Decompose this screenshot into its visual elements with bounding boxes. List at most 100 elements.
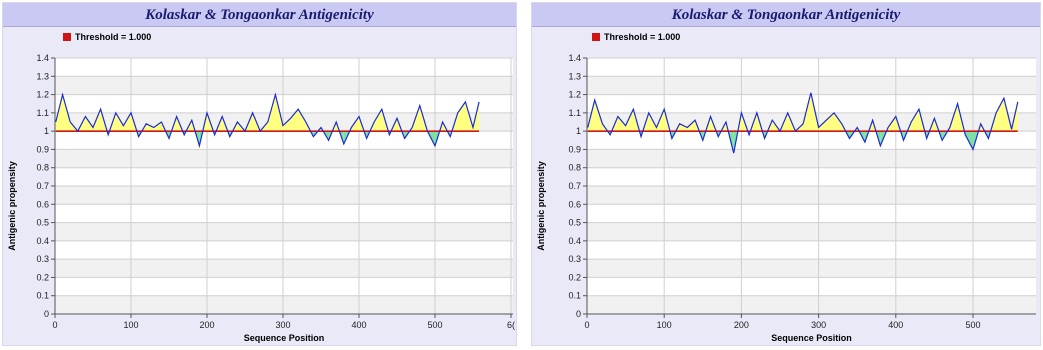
threshold-fill — [123, 112, 131, 132]
grid-band — [587, 149, 1036, 168]
threshold-fill — [886, 127, 889, 132]
y-tick-label: 1.1 — [568, 108, 581, 118]
y-tick-label: 1.2 — [568, 90, 581, 100]
threshold-fill — [826, 112, 835, 132]
chart-panel-1: Kolaskar & Tongaonkar Antigenicity Thres… — [2, 2, 517, 346]
threshold-fill — [762, 131, 765, 139]
threshold-fill — [70, 122, 78, 132]
threshold-fill — [747, 131, 750, 135]
threshold-fill — [290, 109, 299, 132]
grid-band — [587, 186, 1036, 205]
y-tick-label: 0.6 — [568, 199, 581, 209]
x-tick-label: 300 — [811, 320, 826, 330]
x-tick-label: 6( — [507, 320, 515, 330]
y-tick-label: 0.1 — [36, 291, 49, 301]
x-tick-label: 200 — [199, 320, 214, 330]
x-tick-label: 100 — [123, 320, 138, 330]
y-tick-label: 0.4 — [568, 236, 581, 246]
threshold-fill — [232, 122, 238, 132]
grid-band — [55, 186, 513, 205]
threshold-fill — [374, 109, 382, 132]
y-tick-label: 0.8 — [36, 163, 49, 173]
y-tick-label: 0.5 — [568, 218, 581, 228]
y-tick-label: 0.3 — [568, 254, 581, 264]
threshold-fill — [439, 122, 443, 132]
legend-swatch-2 — [592, 33, 600, 41]
y-tick-label: 0.1 — [568, 291, 581, 301]
grid-band — [55, 76, 513, 95]
grid-band — [587, 222, 1036, 241]
threshold-fill — [733, 131, 738, 154]
chart-body-1: Threshold = 1.000 0 0.1 0.2 0.3 0.4 0.5 0.6 0.7… — [3, 27, 516, 345]
y-tick-label: 1 — [576, 126, 581, 136]
chart-title-2: Kolaskar & Tongaonkar Antigenicity — [671, 7, 901, 23]
legend-1: Threshold = 1.000 — [63, 32, 151, 42]
y-tick-label: 0.4 — [36, 236, 49, 246]
y-tick-label: 0.2 — [568, 272, 581, 282]
chart-body-2: Threshold = 1.000 0 0.1 0.2 0.3 0.4 0.5 0.6 0.7… — [532, 27, 1040, 345]
threshold-fill — [996, 98, 1004, 132]
threshold-fill — [934, 118, 939, 132]
threshold-fill — [780, 112, 788, 132]
y-tick-label: 0.6 — [36, 199, 49, 209]
threshold-fill — [907, 122, 912, 132]
threshold-fill — [305, 122, 311, 132]
threshold-fill — [978, 123, 981, 132]
threshold-fill — [283, 118, 291, 132]
y-tick-label: 0.7 — [568, 181, 581, 191]
threshold-fill — [639, 131, 642, 137]
threshold-fill — [679, 123, 688, 132]
y-tick-label: 1.2 — [36, 90, 49, 100]
threshold-fill — [749, 131, 751, 135]
plot-area-2: 0 0.1 0.2 0.3 0.4 0.5 0.6 0.7 0.8 0.9 1 1.1 1.2 1.3 1.… — [536, 53, 1036, 343]
y-tick-label: 1 — [44, 126, 49, 136]
legend-label-2: Threshold = 1.000 — [604, 32, 681, 42]
chart-title-bar-1: Kolaskar & Tongaonkar Antigenicity — [3, 3, 516, 27]
threshold-fill — [772, 120, 780, 132]
threshold-fill — [146, 123, 154, 132]
threshold-fill — [260, 122, 268, 132]
y-tick-label: 0 — [44, 309, 49, 319]
x-axis-label: Sequence Position — [771, 333, 852, 343]
threshold-fill — [442, 122, 448, 132]
plot-area-1: 0 0.1 0.2 0.3 0.4 0.5 0.6 0.7 0.8 0.9 1 1.1 1.2 1.3 1.… — [7, 53, 515, 343]
grid-band — [587, 76, 1036, 95]
threshold-fill — [115, 112, 124, 132]
x-axis-label: Sequence Position — [244, 333, 325, 343]
y-tick-label: 0.9 — [36, 144, 49, 154]
grid-band — [587, 295, 1036, 314]
threshold-fill — [267, 94, 276, 132]
threshold-fill — [457, 101, 466, 132]
threshold-fill — [617, 116, 626, 132]
chart-panel-2: Kolaskar & Tongaonkar Antigenicity Thres… — [531, 2, 1041, 346]
y-axis-label: Antigenic propensity — [7, 161, 17, 251]
threshold-fill — [669, 131, 672, 139]
grid-band — [587, 259, 1036, 278]
x-tick-label: 0 — [584, 320, 589, 330]
x-tick-label: 400 — [351, 320, 366, 330]
threshold-fill — [845, 131, 850, 139]
chart-title-bar-2: Kolaskar & Tongaonkar Antigenicity — [532, 3, 1040, 27]
legend-swatch-1 — [63, 33, 71, 41]
y-tick-label: 0 — [576, 309, 581, 319]
threshold-fill — [926, 131, 930, 139]
threshold-fill — [984, 131, 989, 139]
y-axis-label: Antigenic propensity — [536, 161, 546, 251]
x-tick-label: 500 — [427, 320, 442, 330]
threshold-fill — [716, 131, 719, 137]
threshold-fill — [687, 120, 696, 132]
grid-band — [55, 222, 513, 241]
series-line — [55, 92, 480, 149]
y-tick-label: 1.4 — [36, 53, 49, 63]
threshold-fill — [725, 122, 729, 132]
threshold-fill — [298, 109, 306, 132]
threshold-fill — [818, 120, 827, 132]
legend-2: Threshold = 1.000 — [592, 32, 680, 42]
threshold-fill — [911, 109, 919, 132]
series-line — [587, 92, 1019, 154]
threshold-fill — [947, 127, 950, 132]
threshold-fill — [62, 94, 71, 132]
y-tick-label: 0.5 — [36, 218, 49, 228]
threshold-fill — [872, 120, 876, 132]
threshold-fill — [903, 131, 908, 141]
